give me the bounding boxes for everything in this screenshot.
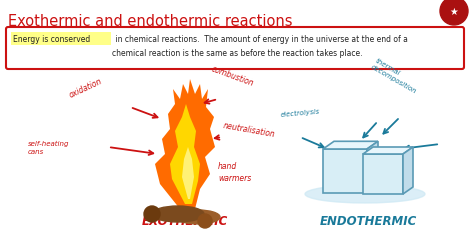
Ellipse shape [305,185,425,203]
Text: self-heating
cans: self-heating cans [28,140,70,154]
Polygon shape [323,149,367,193]
Text: hand
warmers: hand warmers [218,161,251,182]
Ellipse shape [152,206,204,222]
Polygon shape [363,147,413,154]
Text: Energy is conserved: Energy is conserved [13,34,90,43]
FancyBboxPatch shape [11,33,111,46]
Text: chemical reaction is the same as before the reaction takes place.: chemical reaction is the same as before … [112,48,362,57]
Text: combustion: combustion [210,64,255,88]
Text: electrolysis: electrolysis [280,108,320,118]
Text: EXOTHERMIC: EXOTHERMIC [142,214,228,227]
PathPatch shape [155,80,215,209]
PathPatch shape [182,147,194,199]
Text: Exothermic and endothermic reactions: Exothermic and endothermic reactions [8,14,292,29]
Text: ★: ★ [450,7,458,17]
Circle shape [198,214,212,228]
Text: neutralisation: neutralisation [222,121,275,138]
Text: oxidation: oxidation [68,76,104,100]
Polygon shape [403,147,413,194]
Circle shape [144,206,160,222]
Circle shape [440,0,468,26]
Polygon shape [323,142,378,149]
Ellipse shape [176,210,220,224]
Text: in chemical reactions.  The amount of energy in the universe at the end of a: in chemical reactions. The amount of ene… [113,34,408,43]
Text: ENDOTHERMIC: ENDOTHERMIC [319,214,417,227]
FancyBboxPatch shape [6,28,464,70]
PathPatch shape [170,105,200,204]
Polygon shape [367,142,378,193]
Text: thermal
decomposition: thermal decomposition [370,57,421,94]
Polygon shape [363,154,403,194]
